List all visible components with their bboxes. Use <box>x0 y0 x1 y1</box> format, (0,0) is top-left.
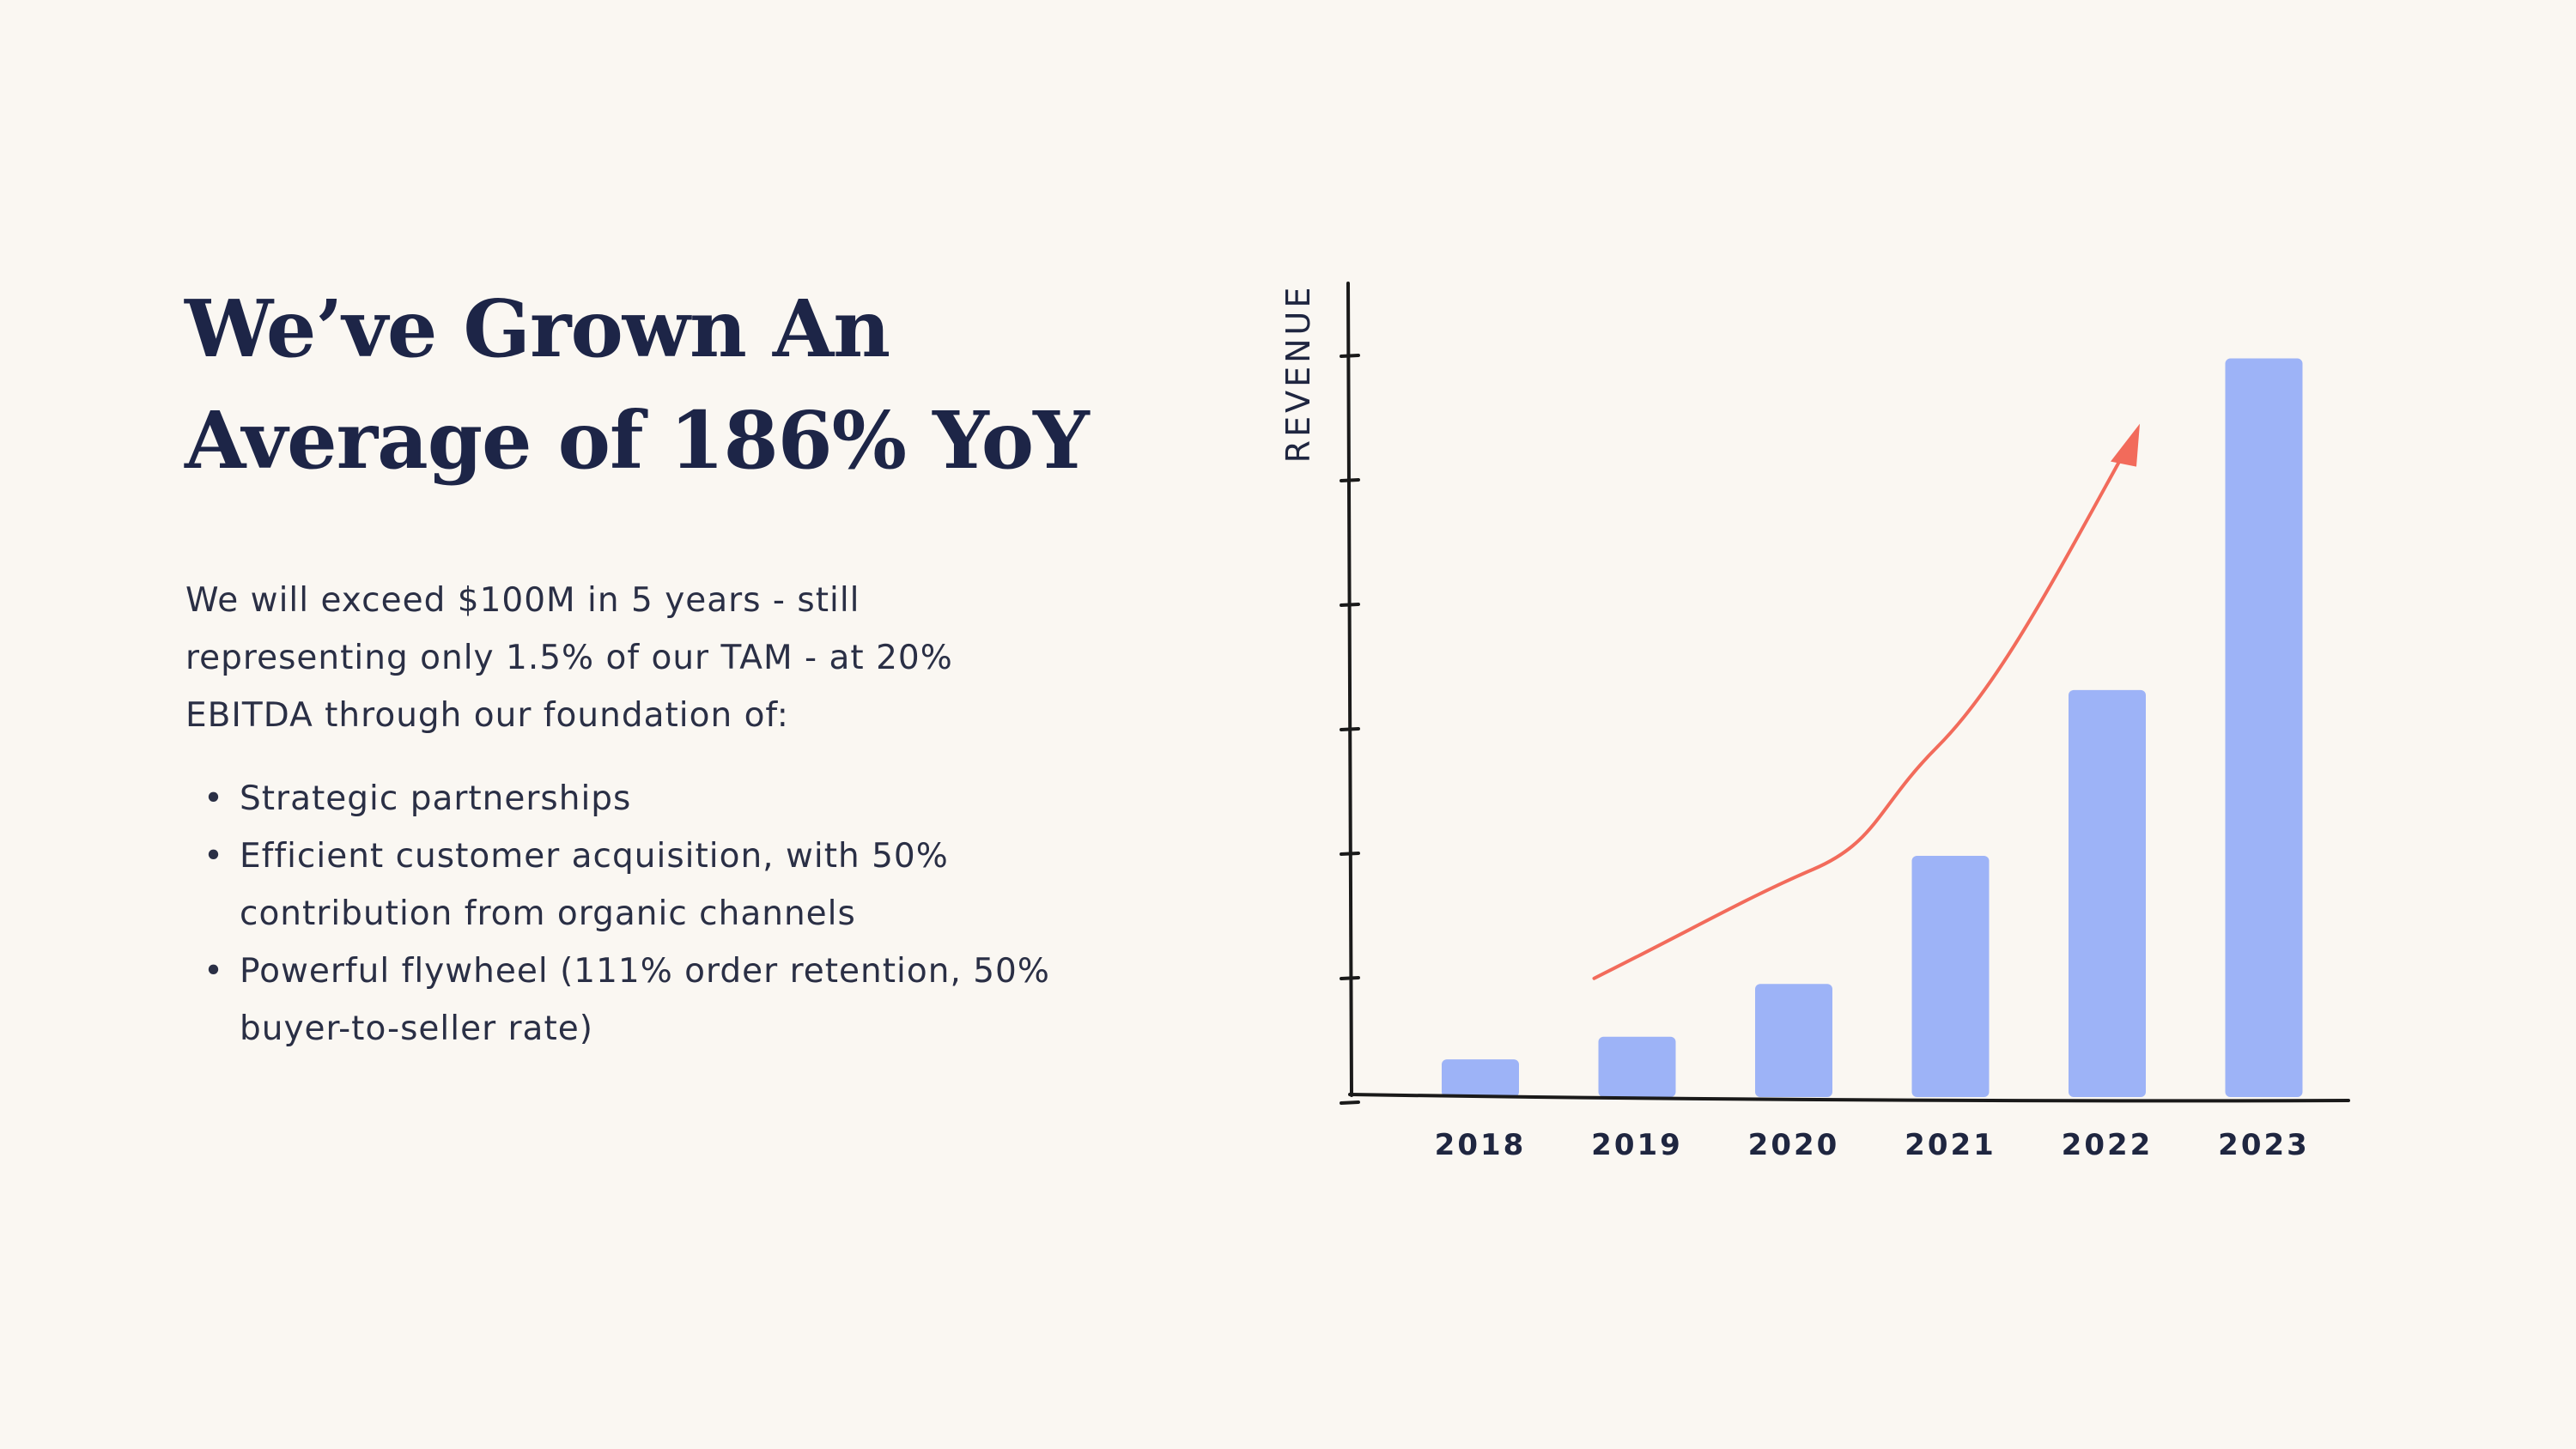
bullet-dot: • <box>204 952 225 991</box>
y-tick <box>1340 976 1360 980</box>
bar-2023 <box>2225 358 2303 1097</box>
intro-line-2: representing only 1.5% of our TAM - at 2… <box>185 639 953 677</box>
bar-2018 <box>1442 1059 1519 1097</box>
bullet-text: buyer-to-seller rate) <box>240 1009 593 1048</box>
intro-line-3: EBITDA through our foundation of: <box>185 696 789 735</box>
bar-2022 <box>2069 689 2146 1097</box>
y-tick <box>1340 354 1360 358</box>
bullet-text: Powerful flywheel (111% order retention,… <box>240 952 1050 991</box>
trend-arrow-line <box>1592 453 2124 980</box>
list-item: • Efficient customer acquisition, with 5… <box>185 828 1147 943</box>
foundation-list: • Strategic partnerships • Efficient cus… <box>185 770 1147 1058</box>
intro-paragraph: We will exceed $100M in 5 years - still … <box>185 572 1147 744</box>
title-line-2: Average of 186% YoY <box>185 394 1090 487</box>
y-axis-label: REVENUE <box>1279 284 1317 464</box>
x-tick-label-2021: 2021 <box>1905 1128 1996 1162</box>
y-tick <box>1340 1100 1360 1105</box>
bars-layer <box>1442 358 2303 1097</box>
slide-title: We’ve Grown An Average of 186% YoY <box>185 273 1129 496</box>
bullet-dot: • <box>204 779 225 818</box>
x-axis-line <box>1348 1093 2350 1103</box>
x-tick-label-2020: 2020 <box>1748 1128 1840 1162</box>
x-tick-label-2019: 2019 <box>1591 1128 1683 1162</box>
bar-2019 <box>1598 1036 1676 1097</box>
y-axis-line <box>1346 282 1353 1097</box>
list-item: • Powerful flywheel (111% order retentio… <box>185 943 1147 1058</box>
list-item: • Strategic partnerships <box>185 770 1147 828</box>
y-tick <box>1340 727 1360 731</box>
intro-line-1: We will exceed $100M in 5 years - still <box>185 581 860 620</box>
title-line-1: We’ve Grown An <box>185 282 890 375</box>
x-tick-label-2023: 2023 <box>2218 1128 2310 1162</box>
bar-2020 <box>1755 984 1832 1097</box>
x-tick-label-2018: 2018 <box>1435 1128 1527 1162</box>
y-tick <box>1340 478 1360 482</box>
axes-layer <box>1340 282 2350 1105</box>
bullet-dot: • <box>204 837 225 876</box>
bullet-text: Strategic partnerships <box>240 779 632 818</box>
y-tick <box>1340 852 1360 856</box>
trend-arrow-head <box>2111 423 2140 467</box>
bullet-text: contribution from organic channels <box>240 894 856 933</box>
y-tick <box>1340 603 1360 607</box>
trend-layer <box>1592 423 2140 980</box>
labels-layer: 2018 2019 2020 2021 2022 2023 REVENUE <box>1279 284 2310 1162</box>
bullet-text: Efficient customer acquisition, with 50% <box>240 837 949 876</box>
x-tick-label-2022: 2022 <box>2062 1128 2154 1162</box>
bar-2021 <box>1911 856 1990 1097</box>
